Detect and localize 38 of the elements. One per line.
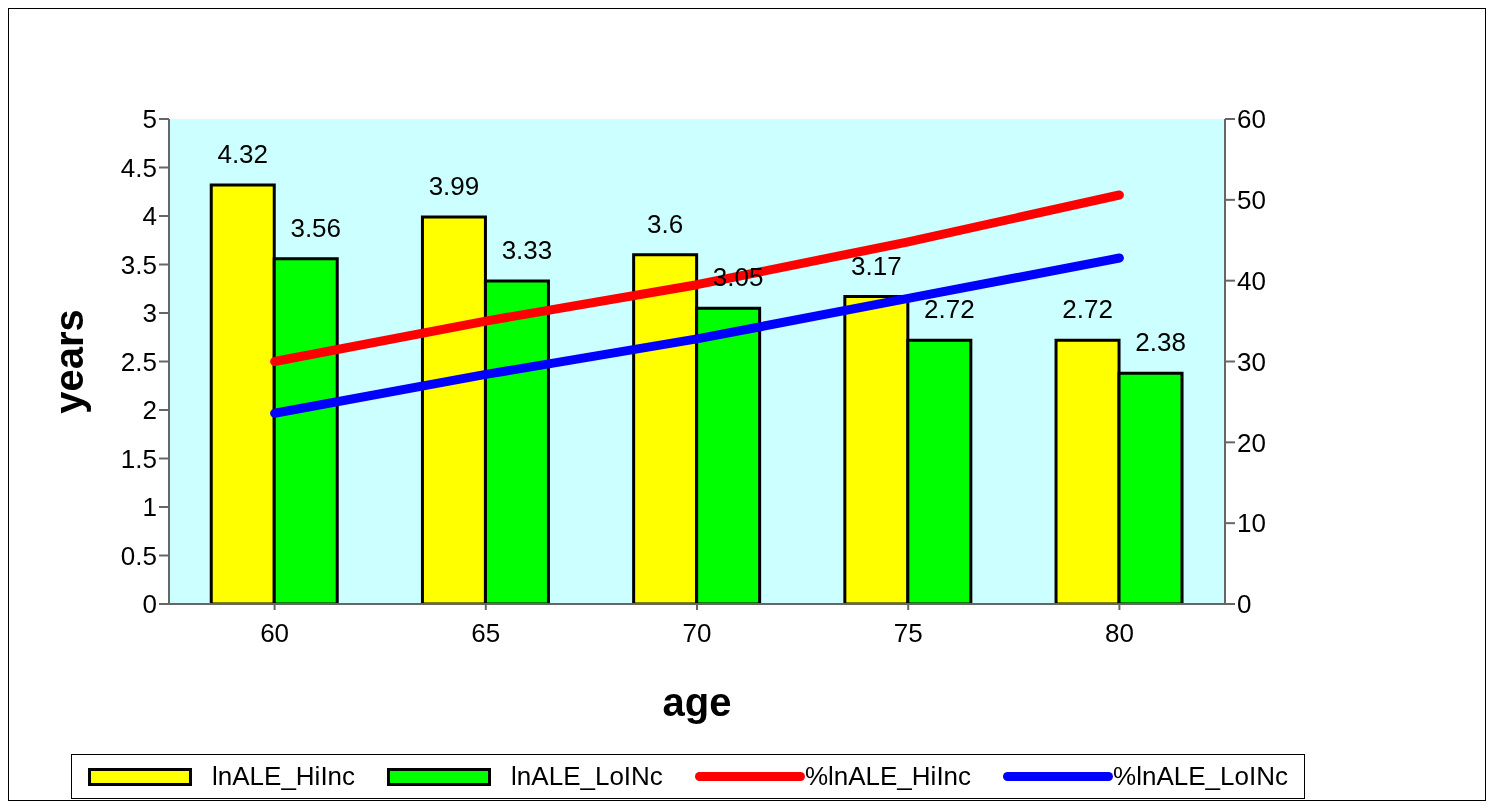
y2-tick-label: 30 xyxy=(1237,346,1266,377)
data-label: 3.33 xyxy=(501,234,553,265)
data-label: 3.56 xyxy=(290,212,342,243)
legend-label: %lnALE_LoINc xyxy=(1113,761,1288,792)
y-tick-label: 0 xyxy=(142,589,157,620)
y-tick-label: 1 xyxy=(142,492,157,523)
legend-label: lnALE_LoINc xyxy=(511,761,663,792)
x-tick-label: 75 xyxy=(893,618,923,649)
y2-tick-label: 20 xyxy=(1237,427,1266,458)
data-label: 2.72 xyxy=(924,294,975,325)
data-label: 2.38 xyxy=(1135,327,1186,358)
data-label: 3.17 xyxy=(851,250,902,281)
x-axis-title: age xyxy=(662,680,732,724)
data-label: 4.32 xyxy=(217,138,269,169)
y-tick-label: 2 xyxy=(142,395,157,426)
y-axis-title: years xyxy=(47,309,92,414)
legend-label: lnALE_HiInc xyxy=(212,761,356,792)
legend-label: %lnALE_HiInc xyxy=(804,761,972,792)
data-label: 3.6 xyxy=(647,208,684,239)
y-tick-label: 4 xyxy=(142,201,157,232)
y-tick-label: 0.5 xyxy=(120,540,157,571)
y2-tick-label: 40 xyxy=(1237,265,1266,296)
y2-tick-label: 60 xyxy=(1237,104,1266,135)
y2-tick-label: 10 xyxy=(1237,508,1266,539)
y-tick-label: 1.5 xyxy=(120,443,157,474)
data-label: 2.72 xyxy=(1062,294,1113,325)
y2-tick-label: 50 xyxy=(1237,185,1266,216)
y-tick-label: 4.5 xyxy=(120,152,157,183)
y-tick-label: 2.5 xyxy=(120,346,157,377)
x-tick-label: 80 xyxy=(1104,618,1134,649)
y-tick-label: 5 xyxy=(142,104,157,135)
y-tick-label: 3 xyxy=(142,298,157,329)
x-tick-label: 60 xyxy=(260,618,290,649)
x-tick-label: 70 xyxy=(682,618,712,649)
y-tick-label: 3.5 xyxy=(120,249,157,280)
y2-tick-label: 0 xyxy=(1237,589,1252,620)
data-label: 3.99 xyxy=(428,170,480,201)
x-tick-label: 65 xyxy=(471,618,501,649)
